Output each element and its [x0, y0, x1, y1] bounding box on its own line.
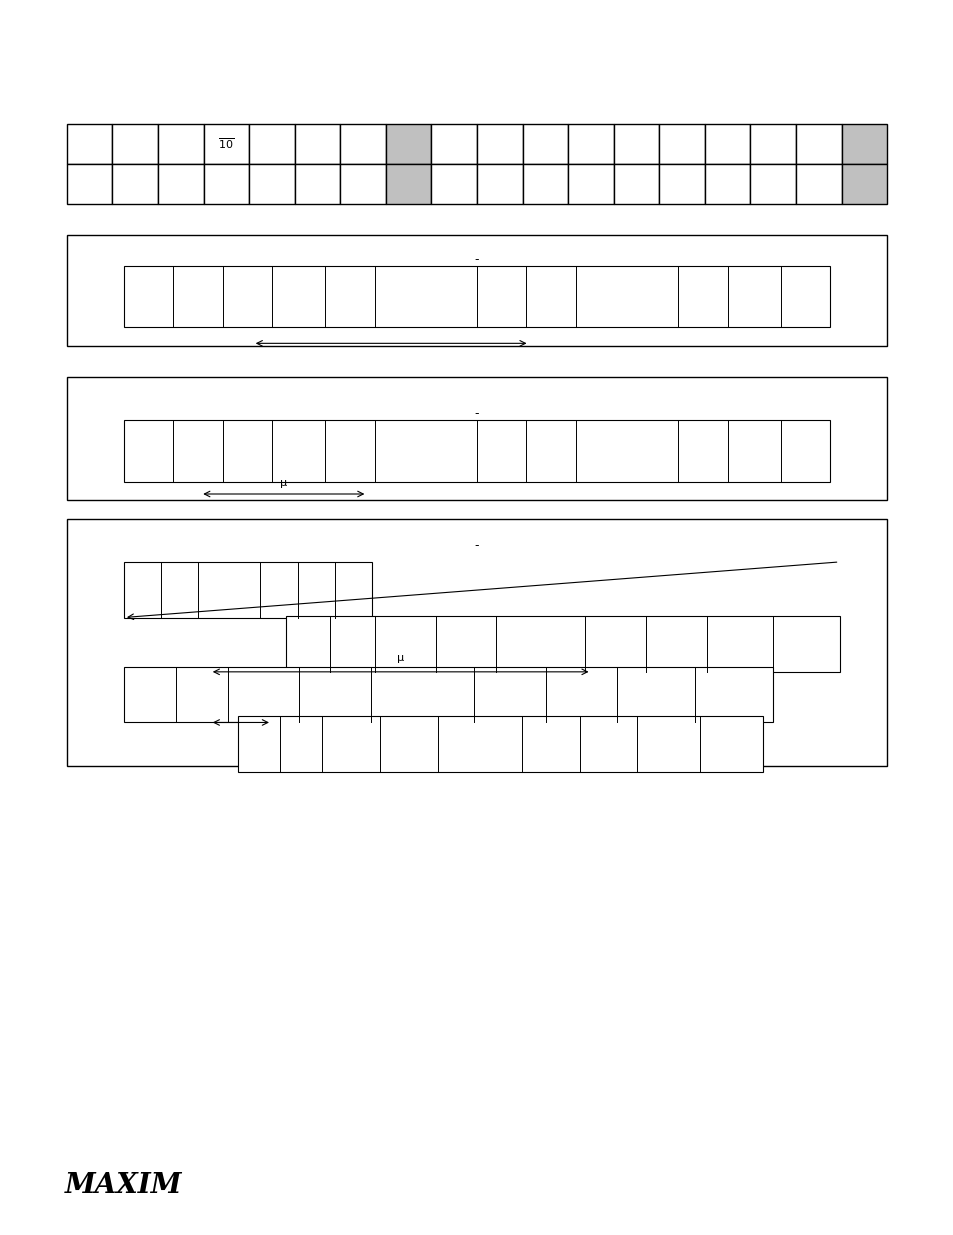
Text: μ: μ — [396, 653, 404, 663]
Bar — [286, 616, 839, 672]
Bar — [294, 164, 340, 204]
Bar — [158, 124, 203, 164]
Bar — [613, 164, 659, 204]
Bar — [203, 124, 249, 164]
Bar — [568, 124, 613, 164]
Bar — [795, 164, 841, 204]
Bar — [659, 124, 704, 164]
Bar — [67, 519, 886, 766]
Bar — [67, 235, 886, 346]
Bar — [522, 164, 568, 204]
Bar — [795, 124, 841, 164]
Bar — [203, 164, 249, 204]
Bar — [340, 164, 385, 204]
Bar — [659, 164, 704, 204]
Bar — [476, 164, 522, 204]
Bar — [124, 266, 829, 327]
Text: -: - — [475, 408, 478, 420]
Bar — [67, 377, 886, 500]
Bar — [750, 124, 795, 164]
Bar — [568, 164, 613, 204]
Bar — [124, 420, 829, 482]
Bar — [841, 124, 886, 164]
Bar — [249, 164, 294, 204]
Text: -: - — [475, 540, 478, 552]
Bar — [841, 164, 886, 204]
Bar — [294, 124, 340, 164]
Bar — [431, 124, 476, 164]
Bar — [704, 124, 750, 164]
Text: μ: μ — [280, 478, 287, 488]
Bar — [476, 124, 522, 164]
Bar — [704, 164, 750, 204]
Text: $\overline{10}$: $\overline{10}$ — [218, 136, 234, 151]
Bar — [112, 124, 158, 164]
Bar — [238, 716, 762, 772]
Bar — [124, 667, 772, 722]
Bar — [112, 164, 158, 204]
Bar — [124, 562, 372, 618]
Bar — [522, 124, 568, 164]
Bar — [158, 164, 203, 204]
Bar — [431, 164, 476, 204]
Text: MAXIM: MAXIM — [65, 1172, 183, 1199]
Bar — [67, 164, 112, 204]
Bar — [385, 164, 431, 204]
Text: -: - — [475, 253, 478, 266]
Bar — [340, 124, 385, 164]
Bar — [613, 124, 659, 164]
Bar — [67, 124, 112, 164]
Bar — [385, 124, 431, 164]
Bar — [750, 164, 795, 204]
Bar — [249, 124, 294, 164]
